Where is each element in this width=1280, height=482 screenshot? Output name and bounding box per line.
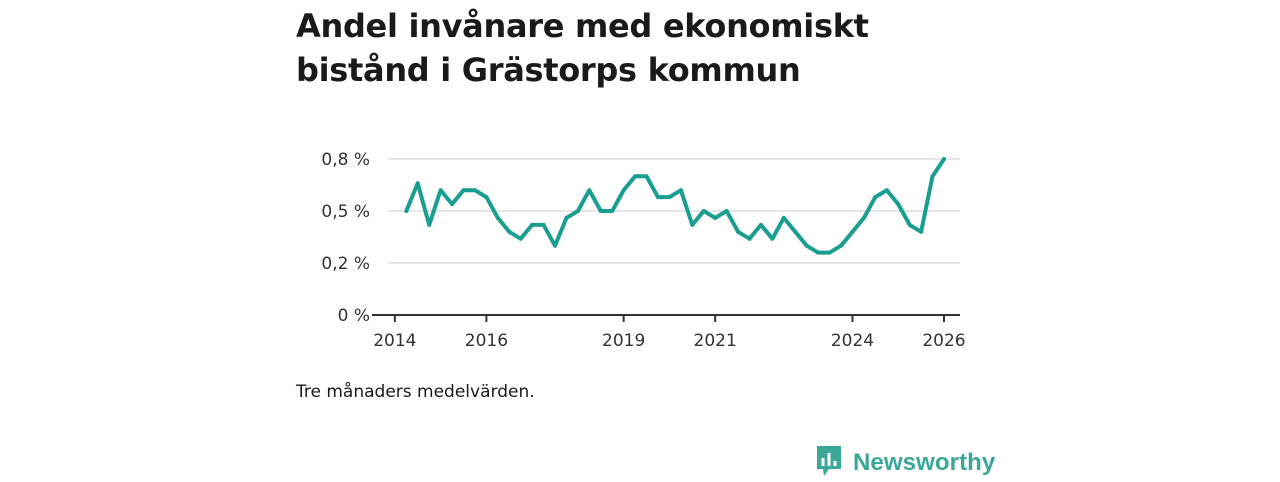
series-line [406, 159, 944, 253]
x-tick-label: 2021 [694, 331, 737, 351]
data-point [473, 188, 477, 192]
data-point [599, 209, 603, 213]
data-point [507, 230, 511, 234]
data-point [690, 223, 694, 227]
brand-name: Newsworthy [853, 449, 995, 477]
data-point [633, 174, 637, 178]
data-point [782, 216, 786, 220]
data-point [942, 157, 946, 161]
data-point [919, 230, 923, 234]
data-point [450, 202, 454, 206]
x-tick-label: 2014 [373, 331, 416, 351]
grid-lines [388, 159, 960, 263]
data-point [770, 237, 774, 241]
y-tick-label: 0,2 % [321, 254, 370, 274]
x-tick-label: 2024 [831, 331, 874, 351]
data-point [873, 195, 877, 199]
data-point [610, 209, 614, 213]
data-point [805, 244, 809, 248]
data-point [713, 216, 717, 220]
brand: Newsworthy [815, 446, 995, 480]
data-point [656, 195, 660, 199]
data-point [885, 188, 889, 192]
data-point [645, 174, 649, 178]
data-point [484, 195, 488, 199]
data-point [896, 202, 900, 206]
data-point [679, 188, 683, 192]
data-point [416, 181, 420, 185]
data-point [427, 223, 431, 227]
data-point [439, 188, 443, 192]
x-tick-label: 2019 [602, 331, 645, 351]
data-point [793, 230, 797, 234]
data-point [553, 244, 557, 248]
data-point [542, 223, 546, 227]
newsworthy-logo-icon [815, 444, 843, 482]
y-tick-label: 0,5 % [321, 202, 370, 222]
data-point [850, 230, 854, 234]
data-point [587, 188, 591, 192]
data-point [530, 223, 534, 227]
data-point [404, 209, 408, 213]
data-point [862, 216, 866, 220]
data-point [748, 237, 752, 241]
data-point [576, 209, 580, 213]
data-point [564, 216, 568, 220]
data-point [725, 209, 729, 213]
data-points [404, 157, 946, 255]
y-tick-label: 0 % [338, 306, 370, 326]
data-point [462, 188, 466, 192]
data-point [816, 251, 820, 255]
y-tick-label: 0,8 % [321, 150, 370, 170]
data-point [828, 251, 832, 255]
data-point [759, 223, 763, 227]
data-point [908, 223, 912, 227]
data-point [496, 216, 500, 220]
x-axis-ticks [395, 315, 944, 322]
x-tick-label: 2016 [465, 331, 508, 351]
y-axis-tick-labels: 0 % 0,2 % 0,5 % 0,8 % [321, 150, 370, 326]
data-point [622, 188, 626, 192]
line-chart: 0 %0,2 %0,5 %0,8 % 2014 2016 2019 2021 2024 2… [0, 0, 1280, 480]
footnote: Tre månaders medelvärden. [296, 382, 535, 402]
x-tick-label: 2026 [922, 331, 965, 351]
x-axis-tick-labels: 2014 2016 2019 2021 2024 2026 [373, 331, 965, 351]
data-point [702, 209, 706, 213]
data-point [519, 237, 523, 241]
data-point [839, 244, 843, 248]
data-point [736, 230, 740, 234]
data-point [931, 174, 935, 178]
data-point [667, 195, 671, 199]
